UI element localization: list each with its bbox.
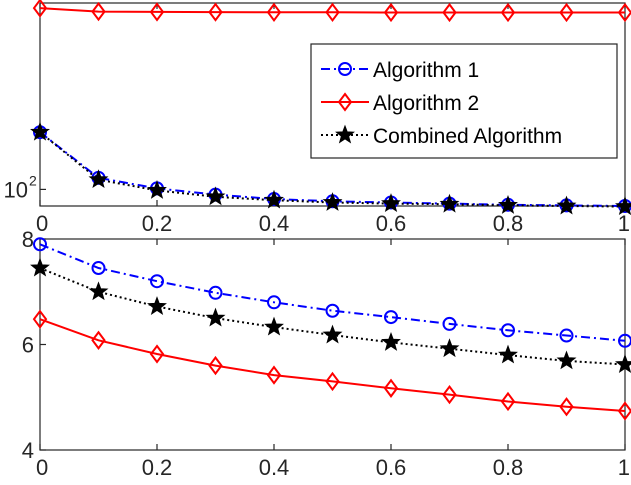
bottom-combined-algorithm-point [205, 307, 226, 327]
top-combined-algorithm-point [498, 194, 518, 214]
bottom-algorithm-2-point [325, 371, 340, 392]
top-algorithm-2-point [617, 2, 631, 23]
bottom-xtick-label: 0.6 [376, 455, 407, 480]
top-algorithm-2-point [208, 2, 223, 22]
bottom-combined-algorithm-point [556, 350, 577, 370]
legend-algorithm-2-label: Algorithm 2 [373, 92, 479, 115]
bottom-ytick-label: 4 [22, 438, 34, 463]
top-combined-algorithm-point [30, 121, 50, 141]
top-panel: 0 0.2 0.4 0.6 0.8 1 10 2 Algorithm 1 Algorithm 2 C… [4, 0, 631, 236]
top-combined-algorithm-point [264, 189, 284, 209]
legend-algorithm-2-marker [337, 92, 353, 112]
bottom-ytick-label: 8 [22, 227, 34, 252]
top-algorithm-2-line [39, 7, 625, 14]
top-combined-algorithm-point [615, 196, 631, 216]
bottom-panel: 0 0.2 0.4 0.6 0.8 1 4 6 8 [22, 227, 631, 480]
bottom-combined-algorithm-point [615, 354, 631, 373]
top-combined-algorithm-point [205, 186, 226, 206]
top-xtick-label: 0 [36, 211, 48, 236]
bottom-algorithm-2-point [500, 391, 516, 412]
bottom-algorithm-1-point [150, 274, 164, 289]
top-algorithm-2-point [266, 2, 282, 22]
bottom-algorithm-2-point [442, 384, 457, 405]
top-algorithm-2-point [91, 1, 106, 22]
bottom-combined-algorithm-point [439, 338, 460, 358]
bottom-algorithm-1-point [325, 303, 340, 318]
top-combined-algorithm-point [556, 195, 577, 215]
top-combined-algorithm-point [322, 192, 343, 211]
bottom-xtick-label: 0 [36, 455, 48, 480]
bottom-algorithm-2-point [208, 355, 223, 376]
bottom-algorithm-2-line [39, 318, 626, 412]
bottom-xtick-label: 0.4 [259, 455, 290, 480]
bottom-algorithm-2-point [91, 330, 106, 350]
top-xtick-label: 0.6 [376, 211, 407, 236]
top-combined-algorithm-point [439, 193, 460, 213]
bottom-algorithm-2-point [383, 378, 399, 398]
top-algorithm-2-point [149, 2, 165, 22]
bottom-ytick-label: 6 [22, 333, 34, 358]
top-xtick-label: 0.4 [259, 211, 290, 236]
top-ytick-exponent: 2 [29, 172, 37, 188]
top-algorithm-2-point [32, 0, 48, 18]
bottom-algorithm-2-point [266, 365, 282, 385]
top-combined-algorithm-point [88, 169, 109, 189]
bottom-algorithm-1-point [33, 237, 47, 252]
bottom-combined-algorithm-point [147, 296, 167, 315]
top-xtick-label: 0.2 [142, 211, 173, 236]
bottom-combined-algorithm-point [322, 324, 343, 344]
legend-algorithm-1-marker [338, 62, 352, 76]
bottom-algorithm-1-point [559, 328, 574, 343]
bottom-combined-algorithm-point [381, 331, 401, 351]
top-legend: Algorithm 1 Algorithm 2 Combined Algorithm [310, 43, 618, 159]
top-algorithm-2-point [383, 2, 399, 23]
legend-combined-algorithm-label: Combined Algorithm [373, 125, 562, 148]
bottom-xtick-label: 0.8 [493, 455, 524, 480]
legend-combined-algorithm-marker [335, 124, 355, 144]
bottom-algorithm-2-point [617, 401, 631, 421]
bottom-algorithm-2-point [32, 309, 48, 329]
bottom-combined-algorithm-point [30, 257, 50, 277]
bottom-algorithm-1-point [384, 310, 398, 325]
top-ytick-label: 10 [4, 177, 28, 202]
bottom-xtick-label: 0.2 [142, 455, 173, 480]
bottom-xtick-label: 1 [618, 455, 630, 480]
legend-algorithm-1-label: Algorithm 1 [373, 59, 479, 82]
top-algorithm-2-point [500, 2, 516, 23]
top-combined-algorithm-point [147, 179, 167, 199]
top-algorithm-2-point [559, 2, 574, 23]
top-algorithm-2-point [442, 2, 457, 23]
bottom-combined-algorithm-point [88, 281, 109, 301]
bottom-algorithm-1-point [442, 316, 457, 331]
bottom-algorithm-1-point [267, 295, 281, 310]
bottom-algorithm-2-point [559, 397, 574, 417]
top-xtick-label: 0.8 [493, 211, 524, 236]
bottom-algorithm-1-point [501, 323, 515, 338]
bottom-algorithm-1-point [208, 285, 223, 300]
bottom-algorithm-1-point [91, 261, 106, 276]
top-xtick-label: 1 [618, 211, 630, 236]
bottom-combined-algorithm-point [498, 344, 518, 364]
bottom-algorithm-1-point [618, 333, 631, 348]
bottom-axes-box [39, 238, 626, 451]
top-algorithm-2-point [325, 2, 340, 22]
top-combined-algorithm-point [381, 193, 401, 213]
bottom-algorithm-2-point [149, 344, 165, 364]
bottom-algorithm-1-line [39, 243, 626, 342]
bottom-combined-algorithm-point [264, 316, 284, 336]
